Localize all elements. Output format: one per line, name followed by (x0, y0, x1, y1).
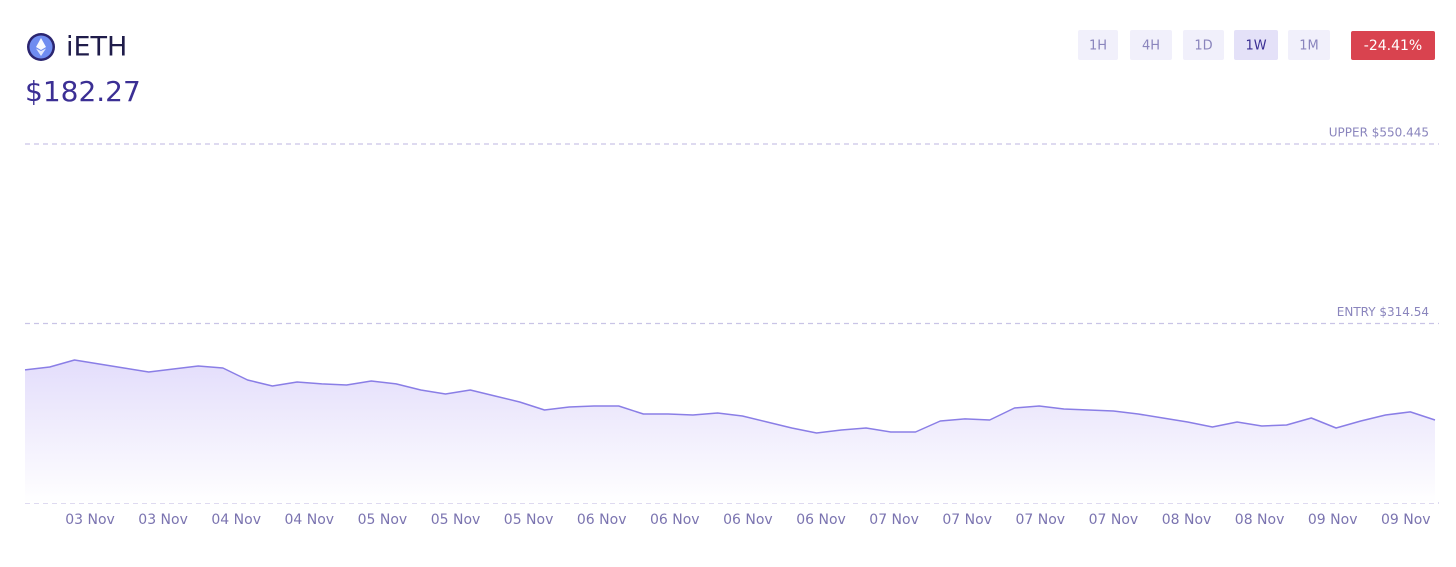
x-tick-label: 09 Nov (1308, 512, 1358, 528)
x-tick-label: 07 Nov (1089, 512, 1139, 528)
token-icon (27, 33, 55, 61)
button-label[interactable]: 1D (1194, 39, 1212, 54)
change-badge: -24.41% (1351, 31, 1435, 60)
button-bg[interactable] (1288, 30, 1330, 60)
area-fill (25, 360, 1435, 503)
button-label[interactable]: 4H (1142, 39, 1160, 54)
x-tick-label: 03 Nov (65, 512, 115, 528)
x-tick-label: 07 Nov (942, 512, 992, 528)
x-tick-label: 08 Nov (1235, 512, 1285, 528)
x-tick-label: 07 Nov (869, 512, 919, 528)
button-label[interactable]: 1H (1089, 39, 1107, 54)
x-tick-label: 06 Nov (650, 512, 700, 528)
x-tick-label: 06 Nov (723, 512, 773, 528)
change-text: -24.41% (1364, 38, 1422, 54)
x-tick-label: 04 Nov (285, 512, 335, 528)
badge-bg (1351, 31, 1435, 60)
button-bg[interactable] (1183, 30, 1224, 60)
reference-label: ENTRY $314.54 (1337, 305, 1429, 319)
price: $182.27 (25, 75, 141, 108)
button-bg[interactable] (1234, 30, 1278, 60)
x-tick-label: 06 Nov (796, 512, 846, 528)
x-tick-label: 04 Nov (211, 512, 261, 528)
x-tick-label: 08 Nov (1162, 512, 1212, 528)
price-line (24, 359, 1436, 434)
button-label[interactable]: 1M (1299, 39, 1319, 54)
timeframe-button[interactable]: 1W (1234, 30, 1278, 60)
x-tick-label: 05 Nov (358, 512, 408, 528)
x-tick-label: 06 Nov (577, 512, 627, 528)
reference-label: UPPER $550.445 (1329, 126, 1429, 140)
timeframe-buttons: 1H 4H 1D 1W 1M (1078, 30, 1330, 60)
button-bg[interactable] (1078, 30, 1118, 60)
timeframe-button[interactable]: 1D (1183, 30, 1224, 60)
timeframe-button[interactable]: 4H (1130, 30, 1172, 60)
timeframe-button[interactable]: 1M (1288, 30, 1330, 60)
token-symbol: iETH (66, 32, 127, 63)
button-label[interactable]: 1W (1245, 39, 1266, 54)
x-tick-label: 07 Nov (1016, 512, 1066, 528)
x-tick-label: 05 Nov (504, 512, 554, 528)
x-tick-label: 03 Nov (138, 512, 188, 528)
button-bg[interactable] (1130, 30, 1172, 60)
timeframe-button[interactable]: 1H (1078, 30, 1118, 60)
x-tick-label: 09 Nov (1381, 512, 1431, 528)
x-tick-label: 05 Nov (431, 512, 481, 528)
